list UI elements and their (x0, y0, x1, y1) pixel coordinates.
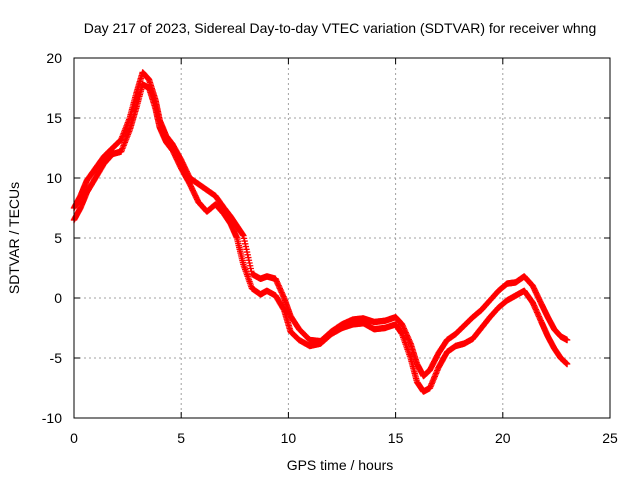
y-tick-label: 15 (46, 110, 62, 126)
x-tick-label: 5 (177, 430, 185, 446)
x-tick-label: 0 (70, 430, 78, 446)
y-axis-label: SDTVAR / TECUs (6, 182, 22, 294)
x-tick-label: 25 (602, 430, 618, 446)
grid-layer (74, 58, 610, 418)
chart-title: Day 217 of 2023, Sidereal Day-to-day VTE… (84, 20, 597, 36)
series-track-1 (70, 69, 571, 380)
y-tick-label: 0 (54, 290, 62, 306)
data-point (563, 360, 571, 368)
x-tick-label: 10 (281, 430, 297, 446)
plot-frame (73, 57, 611, 419)
series-track-2 (70, 81, 571, 395)
x-tick-label: 15 (388, 430, 404, 446)
data-point (563, 336, 571, 344)
y-tick-label: -5 (50, 350, 63, 366)
data-layer (70, 69, 571, 395)
y-tick-label: 5 (54, 230, 62, 246)
y-tick-label: 10 (46, 170, 62, 186)
tick-layer: 0 5 10 15 20 25 -10 -5 0 5 10 15 20 (42, 50, 618, 446)
y-tick-label: 20 (46, 50, 62, 66)
x-axis-label: GPS time / hours (287, 457, 394, 473)
x-tick-label: 20 (495, 430, 511, 446)
y-tick-label: -10 (42, 410, 62, 426)
